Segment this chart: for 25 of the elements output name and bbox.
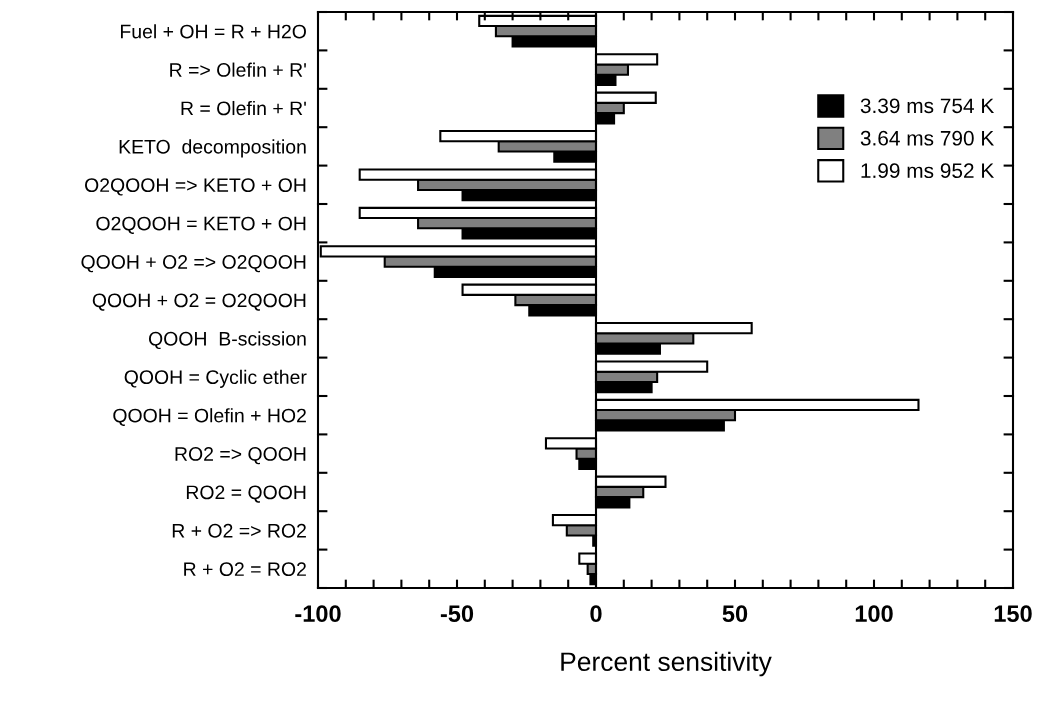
x-tick-label: -50	[440, 605, 474, 623]
legend-label: 3.39 ms 754 K	[860, 98, 995, 114]
y-tick-label: QOOH = Olefin + HO2	[113, 408, 306, 426]
x-tick-label: 0	[590, 605, 602, 623]
legend-label: 1.99 ms 952 K	[861, 163, 995, 179]
y-tick-label: RO2 = QOOH	[186, 485, 306, 503]
y-tick-label: Fuel + OH = R + H2O	[120, 24, 306, 39]
y-tick-label: R => Olefin + R'	[170, 62, 306, 77]
y-tick-label: QOOH = Cyclic ether	[124, 369, 307, 388]
y-tick-label: QOOH + O2 = O2QOOH	[92, 293, 306, 311]
y-tick-label: O2QOOH => KETO + OH	[85, 178, 306, 196]
y-tick-label: R + O2 = RO2	[184, 562, 306, 577]
x-tick-label: 50	[722, 605, 748, 623]
x-tick-label: 100	[855, 605, 893, 623]
y-tick-label: RO2 => QOOH	[175, 447, 306, 465]
x-tick-label: 150	[994, 605, 1032, 623]
y-tick-label: QOOH + O2 => O2QOOH	[81, 255, 306, 273]
y-tick-label: QOOH B-scission	[148, 331, 306, 350]
legend-label: 3.64 ms 790 K	[860, 130, 995, 146]
x-tick-label: -100	[295, 605, 341, 623]
y-tick-label: R + O2 => RO2	[172, 523, 306, 538]
y-tick-label: KETO decomposition	[119, 139, 306, 158]
y-tick-label: R = Olefin + R'	[181, 100, 306, 116]
x-axis-title: Percent sensitivity	[561, 651, 772, 677]
y-tick-label: O2QOOH = KETO + OH	[96, 216, 306, 234]
